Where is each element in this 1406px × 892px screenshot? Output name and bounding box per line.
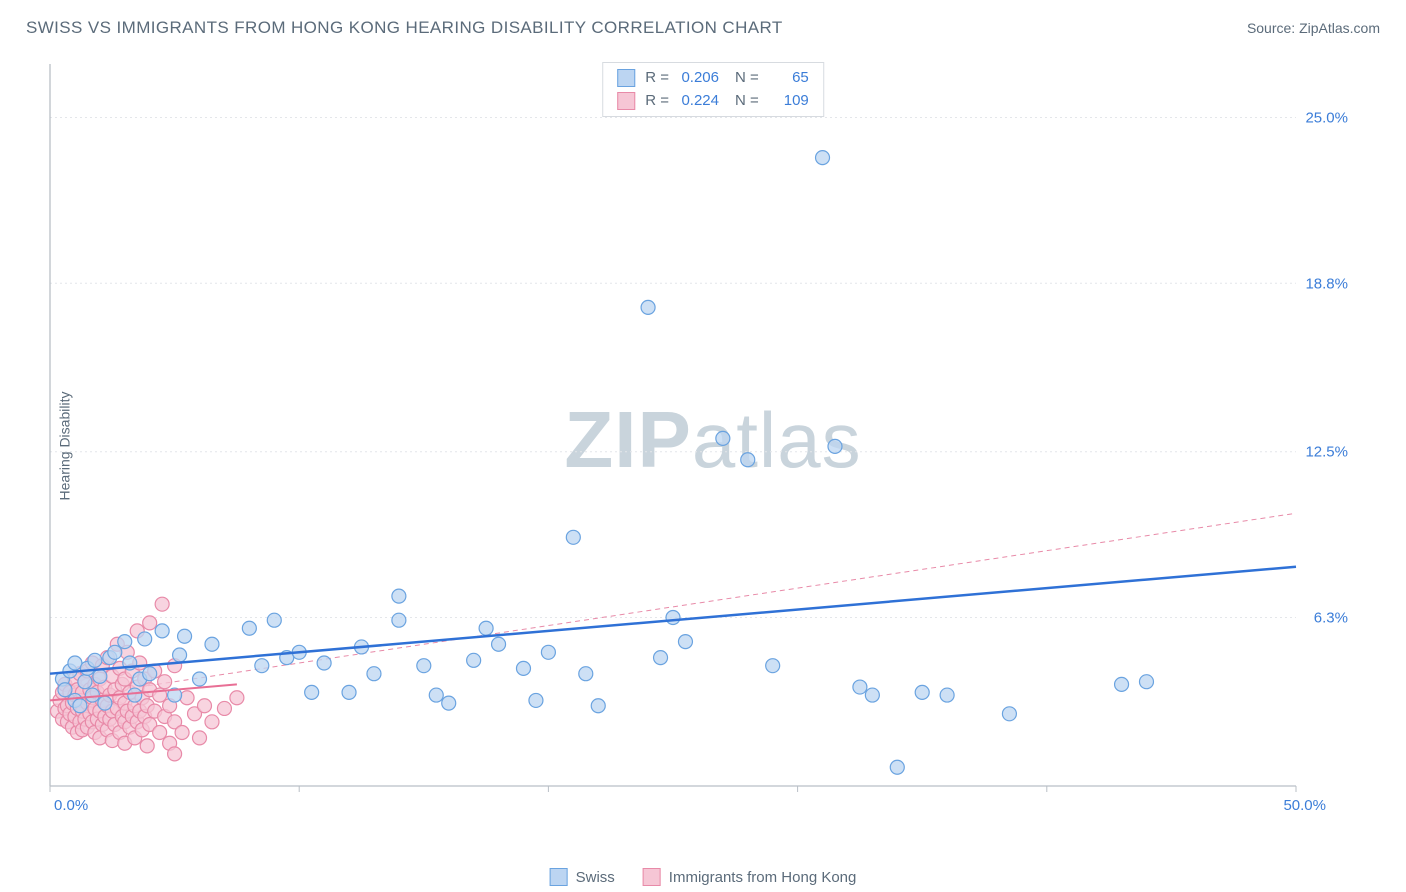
n-label: N = [735, 90, 759, 113]
legend-row: R = 0.224 N = 109 [617, 90, 809, 113]
svg-text:50.0%: 50.0% [1283, 797, 1326, 814]
series-legend-item: Swiss [550, 868, 615, 886]
scatter-chart: ZIPatlas 6.3%12.5%18.8%25.0%0.0%50.0% R … [46, 60, 1380, 820]
legend-row: R = 0.206 N = 65 [617, 67, 809, 90]
r-label: R = [645, 90, 669, 113]
n-value: 65 [769, 67, 809, 90]
svg-text:18.8%: 18.8% [1305, 275, 1348, 292]
header: SWISS VS IMMIGRANTS FROM HONG KONG HEARI… [0, 0, 1406, 46]
plot-svg: 6.3% 12.5% 18.8% 25.0% 0.0% 50.0% [46, 60, 1380, 820]
svg-text:25.0%: 25.0% [1305, 109, 1348, 126]
r-label: R = [645, 67, 669, 90]
series-label: Immigrants from Hong Kong [669, 869, 857, 886]
svg-text:0.0%: 0.0% [54, 797, 88, 814]
source-attribution: Source: ZipAtlas.com [1247, 20, 1380, 36]
correlation-legend: R = 0.206 N = 65 R = 0.224 N = 109 [602, 62, 824, 117]
legend-swatch [643, 868, 661, 886]
series-label: Swiss [576, 869, 615, 886]
legend-swatch [617, 69, 635, 87]
legend-swatch [550, 868, 568, 886]
chart-title: SWISS VS IMMIGRANTS FROM HONG KONG HEARI… [26, 18, 783, 38]
series-legend: Swiss Immigrants from Hong Kong [550, 868, 857, 886]
r-value: 0.224 [679, 90, 719, 113]
svg-text:6.3%: 6.3% [1314, 610, 1348, 627]
svg-text:12.5%: 12.5% [1305, 444, 1348, 461]
series-legend-item: Immigrants from Hong Kong [643, 868, 857, 886]
legend-swatch [617, 92, 635, 110]
n-value: 109 [769, 90, 809, 113]
r-value: 0.206 [679, 67, 719, 90]
n-label: N = [735, 67, 759, 90]
